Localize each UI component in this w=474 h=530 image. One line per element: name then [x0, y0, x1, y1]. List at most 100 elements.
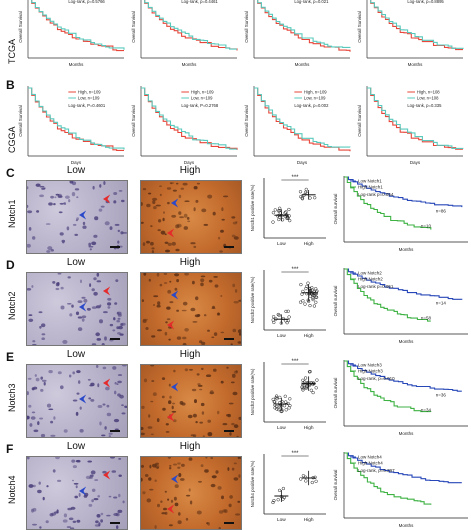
nucleus [184, 328, 189, 332]
data-point [298, 300, 303, 304]
row-label-notch2: Notch2 [7, 291, 17, 320]
nucleus [151, 250, 154, 253]
nucleus [27, 457, 30, 460]
data-point [304, 386, 308, 390]
km-n-high: n=36 [436, 392, 447, 397]
nucleus [169, 464, 172, 467]
data-point [281, 316, 285, 321]
arrow-blue [79, 394, 87, 404]
nucleus [45, 223, 51, 225]
nucleus [201, 208, 207, 213]
nucleus [79, 429, 84, 433]
nucleus [208, 279, 213, 283]
series-high-line [28, 87, 124, 151]
nucleus [200, 402, 205, 407]
data-point [314, 479, 318, 483]
data-point [272, 320, 276, 325]
nucleus [77, 300, 83, 303]
legend-high: High Notch1 [358, 185, 383, 190]
nucleus [48, 370, 53, 374]
data-point [301, 299, 305, 303]
data-point [275, 407, 279, 411]
y-axis-label: Overall Survival [357, 11, 362, 43]
nucleus [217, 410, 220, 415]
nucleus [155, 204, 161, 207]
nucleus [213, 276, 218, 278]
nucleus [113, 192, 118, 195]
nucleus [116, 525, 119, 529]
nucleus [192, 413, 197, 418]
nucleus [185, 517, 189, 521]
km-x-label: Months [399, 431, 415, 436]
nucleus [211, 475, 217, 479]
nucleus [66, 526, 72, 528]
nucleus [183, 213, 188, 218]
nucleus [117, 332, 121, 335]
data-point [288, 218, 292, 223]
nucleus [118, 325, 123, 330]
nucleus [75, 219, 78, 222]
y-axis-label: Overall Survival [357, 105, 362, 137]
series-low-line [344, 360, 462, 392]
arrow-red [167, 504, 175, 514]
nucleus [72, 479, 74, 482]
data-point [274, 396, 278, 400]
nucleus [50, 420, 54, 424]
nucleus [142, 491, 146, 495]
nucleus [167, 457, 172, 459]
nucleus [28, 227, 32, 231]
nucleus [200, 282, 204, 287]
nucleus [217, 236, 221, 240]
nucleus [73, 482, 79, 485]
nucleus [187, 220, 191, 223]
nucleus [171, 410, 177, 413]
nucleus [27, 204, 29, 208]
series-high-line [141, 87, 238, 150]
nucleus [71, 459, 76, 463]
nucleus [121, 404, 124, 407]
nucleus [42, 496, 45, 501]
data-point [310, 480, 314, 485]
nucleus [193, 245, 197, 249]
scatter-y-label: Notch4 positive rate(%) [250, 460, 255, 507]
nucleus [197, 383, 201, 386]
scale-bar [224, 338, 234, 340]
nucleus [110, 457, 115, 459]
nucleus [90, 399, 95, 402]
nucleus [75, 411, 79, 416]
data-point [314, 386, 318, 390]
arrow-red [103, 286, 111, 296]
nucleus [164, 490, 167, 493]
nucleus [146, 203, 151, 208]
nucleus [75, 485, 78, 489]
y-axis-label: Overall Survival [131, 105, 136, 137]
nucleus [122, 365, 127, 367]
nucleus [171, 214, 177, 218]
nucleus [190, 307, 196, 312]
nucleus [69, 374, 72, 378]
nucleus [76, 519, 81, 523]
km-plot-tcga-3: Overall Survival Months Log-rank, p=0.8895 [357, 0, 464, 67]
nucleus [96, 338, 102, 341]
x-axis-label: Days [71, 160, 82, 165]
micrograph-high-notch2-cells [141, 273, 241, 345]
nucleus [88, 397, 92, 400]
nucleus [76, 392, 80, 395]
legend-low: Low Notch2 [358, 271, 382, 276]
nucleus [118, 458, 122, 460]
nucleus [231, 216, 236, 219]
series-high-line [344, 360, 432, 413]
nucleus [88, 503, 93, 507]
data-point [273, 208, 277, 212]
legend-high: High, n=108 [417, 90, 440, 95]
logrank-text: Log-rank, p=0.4461 [181, 0, 218, 4]
nucleus [146, 240, 150, 244]
nucleus [151, 247, 155, 250]
nucleus [220, 380, 224, 384]
nucleus [119, 394, 124, 399]
nucleus [113, 247, 117, 250]
nucleus [186, 216, 190, 220]
nucleus [71, 181, 77, 186]
